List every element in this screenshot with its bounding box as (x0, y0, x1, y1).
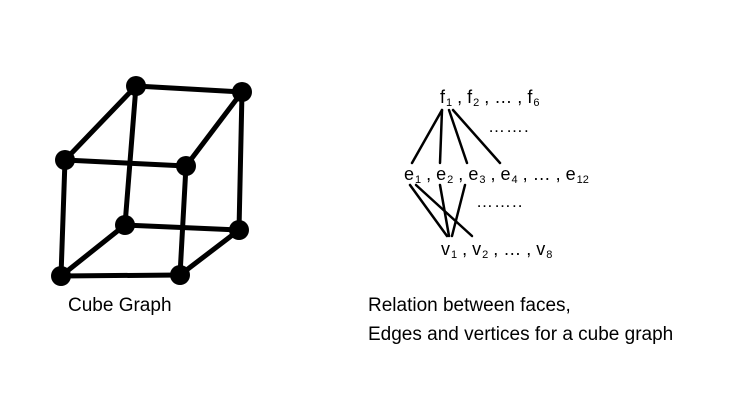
faces-row: f1 , f2 , … , f6 (440, 88, 539, 109)
face-edge-line (410, 108, 444, 165)
vertices-row: v1 , v2 , … , v8 (441, 240, 552, 261)
face-label-symbol: f (467, 87, 473, 107)
edge-label-index: 1 (415, 174, 422, 186)
edge-label-symbol: e (468, 164, 479, 184)
edge-label-symbol: e (404, 164, 415, 184)
edges-row: e1 , e2 , e3 , e4 , … , e12 (404, 165, 589, 186)
cube-edge (58, 272, 183, 279)
edge-label-index: 2 (447, 174, 454, 186)
edge-label-index: 12 (576, 174, 589, 186)
cube-vertex (232, 82, 252, 102)
edge-label: e3 (468, 164, 486, 186)
cube-vertex (126, 76, 146, 96)
face-label-index: 6 (533, 97, 540, 109)
face-label-index: 1 (446, 97, 453, 109)
separator: , (485, 164, 501, 184)
cube-vertex (51, 266, 71, 286)
ellipsis-lower: …….. (476, 192, 524, 211)
edge-label: e2 (436, 164, 454, 186)
vertex-label-index: 2 (482, 249, 489, 261)
relation-caption-line2: Edges and vertices for a cube graph (368, 324, 674, 345)
vertex-label: v2 (472, 239, 489, 261)
edge-vertex-line (438, 183, 451, 238)
edge-label: e12 (565, 164, 589, 186)
cube-edge (236, 89, 245, 233)
cube-edge (62, 83, 139, 163)
face-edge-line (447, 108, 469, 165)
cube-edge (183, 89, 245, 169)
separator: , (452, 87, 468, 107)
cube-vertex (115, 215, 135, 235)
cube-edge (177, 163, 189, 278)
cube-edge (58, 222, 128, 279)
vertex-label-index: 1 (451, 249, 458, 261)
edge-label-symbol: e (500, 164, 511, 184)
edge-vertex-line (450, 183, 467, 238)
face-label-symbol: f (527, 87, 533, 107)
vertex-label-symbol: v (536, 239, 546, 259)
vertex-label: v8 (536, 239, 553, 261)
face-label-index: 2 (473, 97, 480, 109)
edge-vertex-line (408, 183, 449, 238)
cube-vertex (170, 265, 190, 285)
separator: , (457, 239, 473, 259)
vertex-label-symbol: v (472, 239, 482, 259)
vertex-label-symbol: v (441, 239, 450, 259)
ellipsis-upper: ……. (488, 117, 530, 136)
separator: , … , (488, 239, 537, 259)
separator: , … , (517, 164, 566, 184)
cube-edge (122, 83, 139, 228)
edge-label: e1 (404, 164, 422, 186)
face-edge-line (451, 108, 502, 165)
edge-label: e4 (500, 164, 518, 186)
face-edge-line (438, 108, 444, 165)
vertex-label-index: 8 (546, 249, 553, 261)
relation-lines (408, 108, 502, 238)
cube-vertex (55, 150, 75, 170)
edge-label-index: 4 (511, 174, 518, 186)
edge-label-symbol: e (565, 164, 576, 184)
cube-vertex (229, 220, 249, 240)
cube-graph-caption: Cube Graph (68, 295, 172, 316)
cube-edge (62, 157, 189, 169)
face-label-symbol: f (440, 87, 446, 107)
face-label: f2 (467, 87, 480, 109)
face-label: f1 (440, 87, 453, 109)
edge-label-symbol: e (436, 164, 447, 184)
relation-caption-line1: Relation between faces, (368, 295, 571, 316)
separator: , (453, 164, 469, 184)
cube-edge (58, 157, 68, 279)
cube-edge (177, 227, 242, 278)
cube-vertex (176, 156, 196, 176)
separator: , … , (479, 87, 528, 107)
separator: , (421, 164, 437, 184)
edge-label-index: 3 (479, 174, 486, 186)
vertex-label: v1 (441, 239, 458, 261)
cube-edge (133, 83, 245, 95)
face-label: f6 (527, 87, 540, 109)
